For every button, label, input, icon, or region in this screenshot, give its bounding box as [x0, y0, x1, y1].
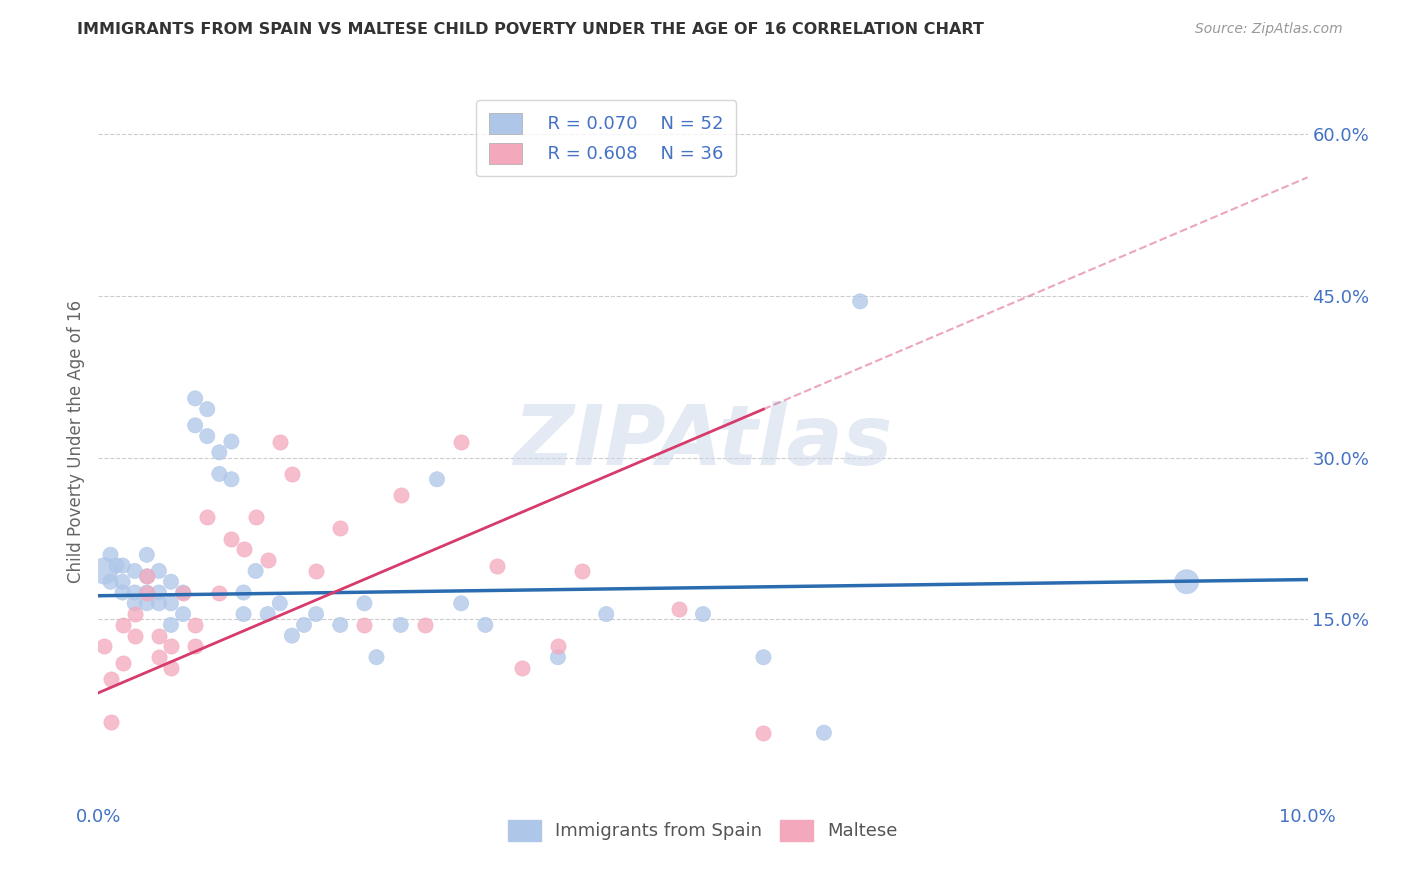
Point: [305, 564, 328, 578]
Point: [208, 585, 231, 599]
Point: [100, 548, 122, 562]
Point: [135, 585, 157, 599]
Point: [232, 607, 254, 621]
Point: [160, 596, 183, 610]
Point: [366, 650, 388, 665]
Point: [353, 618, 375, 632]
Point: [281, 629, 304, 643]
Point: [100, 672, 122, 686]
Point: [510, 661, 533, 675]
Point: [160, 661, 183, 675]
Point: [135, 569, 157, 583]
Point: [413, 618, 436, 632]
Point: [135, 548, 157, 562]
Point: [148, 629, 170, 643]
Point: [93, 640, 115, 654]
Point: [124, 585, 146, 599]
Point: [111, 558, 134, 573]
Point: [105, 558, 128, 573]
Point: [148, 650, 170, 665]
Point: [160, 618, 183, 632]
Point: [172, 585, 194, 599]
Point: [100, 714, 122, 729]
Point: [160, 574, 183, 589]
Point: [124, 596, 146, 610]
Point: [195, 402, 218, 417]
Point: [595, 607, 617, 621]
Point: [232, 542, 254, 557]
Point: [184, 392, 207, 406]
Point: [292, 618, 315, 632]
Point: [668, 601, 690, 615]
Point: [692, 607, 714, 621]
Point: [269, 596, 291, 610]
Point: [172, 607, 194, 621]
Point: [849, 294, 872, 309]
Text: IMMIGRANTS FROM SPAIN VS MALTESE CHILD POVERTY UNDER THE AGE OF 16 CORRELATION C: IMMIGRANTS FROM SPAIN VS MALTESE CHILD P…: [77, 22, 984, 37]
Point: [208, 467, 231, 481]
Point: [486, 558, 509, 573]
Point: [172, 585, 194, 599]
Point: [752, 725, 775, 739]
Point: [389, 488, 412, 502]
Point: [135, 585, 157, 599]
Point: [111, 656, 134, 670]
Point: [305, 607, 328, 621]
Point: [245, 510, 267, 524]
Point: [474, 618, 496, 632]
Point: [353, 596, 375, 610]
Point: [245, 564, 267, 578]
Point: [221, 472, 243, 486]
Y-axis label: Child Poverty Under the Age of 16: Child Poverty Under the Age of 16: [66, 300, 84, 583]
Point: [135, 569, 157, 583]
Point: [111, 585, 134, 599]
Point: [329, 618, 352, 632]
Point: [100, 574, 122, 589]
Point: [148, 596, 170, 610]
Point: [111, 574, 134, 589]
Point: [752, 650, 775, 665]
Point: [195, 429, 218, 443]
Point: [426, 472, 449, 486]
Point: [221, 532, 243, 546]
Point: [184, 640, 207, 654]
Point: [269, 434, 291, 449]
Point: [232, 585, 254, 599]
Point: [148, 585, 170, 599]
Point: [195, 510, 218, 524]
Point: [148, 564, 170, 578]
Point: [450, 434, 472, 449]
Text: ZIPAtlas: ZIPAtlas: [513, 401, 893, 482]
Point: [256, 607, 278, 621]
Point: [135, 596, 157, 610]
Point: [571, 564, 593, 578]
Point: [1175, 574, 1198, 589]
Point: [256, 553, 278, 567]
Point: [389, 618, 412, 632]
Point: [450, 596, 472, 610]
Point: [184, 618, 207, 632]
Point: [208, 445, 231, 459]
Point: [281, 467, 304, 481]
Point: [124, 564, 146, 578]
Point: [184, 418, 207, 433]
Point: [124, 607, 146, 621]
Text: Source: ZipAtlas.com: Source: ZipAtlas.com: [1195, 22, 1343, 37]
Point: [221, 434, 243, 449]
Point: [547, 650, 569, 665]
Point: [160, 640, 183, 654]
Legend:   R = 0.070    N = 52,   R = 0.608    N = 36: R = 0.070 N = 52, R = 0.608 N = 36: [477, 100, 737, 176]
Point: [813, 725, 835, 739]
Point: [124, 629, 146, 643]
Point: [547, 640, 569, 654]
Point: [111, 618, 134, 632]
Point: [93, 564, 115, 578]
Point: [329, 521, 352, 535]
